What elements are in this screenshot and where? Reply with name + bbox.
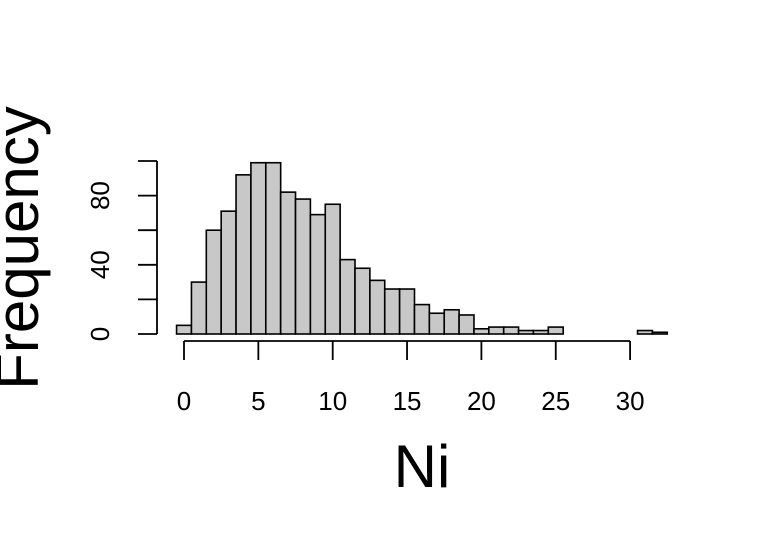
histogram-bar	[309, 213, 327, 335]
x-tick-label: 30	[616, 386, 645, 416]
bars-group	[175, 161, 669, 335]
x-tick-label: 10	[318, 386, 347, 416]
histogram-bar	[517, 329, 535, 335]
histogram-bar	[547, 326, 564, 335]
histogram-bar	[532, 329, 550, 335]
histogram-bar	[428, 312, 446, 335]
histogram-bar	[294, 198, 312, 335]
histogram-bar	[205, 229, 222, 335]
histogram-bar	[339, 258, 356, 335]
y-tick-label: 0	[85, 327, 115, 341]
histogram-bar	[324, 203, 341, 335]
histogram-bar	[458, 314, 475, 335]
histogram-bar	[175, 324, 193, 335]
histogram-bar	[250, 161, 267, 335]
y-tick-label: 80	[85, 181, 115, 210]
histogram-bar	[190, 281, 208, 335]
histogram-bar	[488, 326, 505, 335]
histogram-bar	[220, 210, 237, 335]
histogram-bar	[264, 161, 282, 335]
histogram-bar	[473, 328, 490, 335]
histogram-bar	[651, 331, 669, 335]
histogram-bar	[369, 279, 386, 335]
x-axis-title: Ni	[394, 433, 451, 500]
histogram-bar	[413, 303, 431, 335]
x-tick-label: 5	[251, 386, 265, 416]
x-tick-label: 15	[393, 386, 422, 416]
histogram-bar	[235, 174, 252, 335]
histogram-bar	[383, 288, 401, 335]
histogram-bar	[398, 288, 416, 335]
x-axis: 0 5 10 15 20 25 30	[177, 340, 645, 416]
histogram-bar	[636, 329, 654, 335]
y-axis: 0 40 80	[85, 160, 158, 341]
y-tick-label: 40	[85, 250, 115, 279]
histogram-bar	[354, 267, 371, 335]
x-tick-label: 0	[177, 386, 191, 416]
x-tick-label: 20	[467, 386, 496, 416]
y-axis-title: Frequency	[0, 106, 51, 389]
histogram-bar	[443, 308, 460, 335]
histogram-bar	[502, 326, 520, 335]
histogram-bar	[279, 191, 297, 335]
x-tick-label: 25	[541, 386, 570, 416]
